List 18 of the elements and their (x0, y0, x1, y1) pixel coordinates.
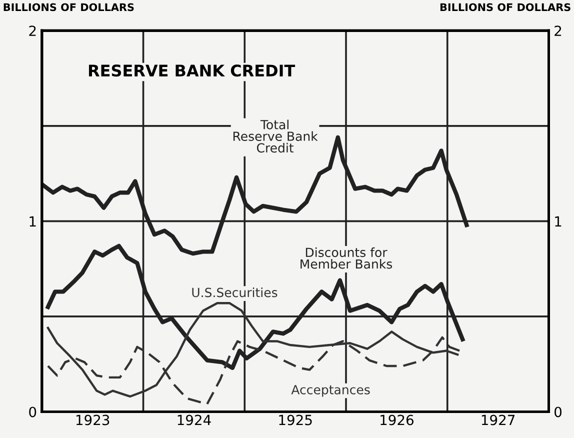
y-tick-label: 0 (29, 406, 36, 418)
x-tick-label: 1924 (178, 414, 211, 426)
y-axis-title: BILLIONS OF DOLLARS (4, 3, 134, 12)
y-tick-label: 1 (30, 216, 36, 226)
x-tick-label: 1926 (380, 414, 414, 426)
series-label: U.S.Securities (192, 288, 278, 298)
x-tick-label: 1923 (76, 414, 110, 426)
y2-axis-title: BILLIONS OF DOLLARS (440, 3, 570, 12)
x-tick-label: 1925 (279, 414, 312, 426)
series-label: Total Reserve Bank Credit (233, 120, 318, 153)
y-tick-label: 2 (29, 26, 36, 36)
y2-tick-label: 1 (555, 216, 562, 226)
series-label: Discounts for Member Banks (300, 247, 392, 269)
series-label: Acceptances (291, 385, 370, 397)
y2-tick-label: 2 (554, 26, 562, 36)
text: RESERVE BANK CREDIT (88, 64, 296, 77)
y2-tick-label: 0 (554, 406, 562, 418)
x-tick-label: 1927 (482, 414, 515, 426)
